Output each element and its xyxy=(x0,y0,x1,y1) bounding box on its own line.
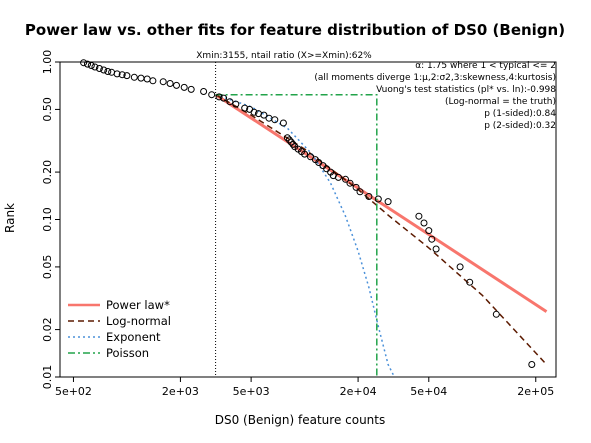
annotation-p-two-sided: p (2-sided):0.32 xyxy=(484,121,556,131)
data-point xyxy=(279,119,287,127)
data-point xyxy=(528,361,536,368)
exponent-line xyxy=(215,93,396,378)
data-point xyxy=(287,138,295,146)
data-point xyxy=(173,81,180,89)
annotation-truth: (Log-normal = the truth) xyxy=(445,97,556,107)
data-point xyxy=(143,75,151,83)
data-point xyxy=(104,68,112,75)
x-tick-label: 5e+04 xyxy=(410,385,447,398)
legend-label-log-normal: Log-normal xyxy=(106,314,171,328)
annotation-p-one-sided: p (1-sided):0.84 xyxy=(484,109,556,119)
annotation-moments: (all moments diverge 1:μ,2:σ2,3:skewness… xyxy=(314,73,556,83)
data-point xyxy=(346,179,354,187)
y-tick-label: 0.01 xyxy=(41,365,54,390)
data-point xyxy=(356,188,364,196)
x-tick-label: 2e+03 xyxy=(162,385,199,398)
y-tick-label: 0.20 xyxy=(41,160,54,185)
data-point xyxy=(342,175,349,183)
data-point xyxy=(271,116,279,124)
x-tick-label: 5e+03 xyxy=(233,385,270,398)
data-point xyxy=(301,150,309,158)
data-point xyxy=(149,77,157,85)
data-point xyxy=(365,193,373,200)
data-point xyxy=(187,85,195,93)
data-point xyxy=(374,195,382,203)
legend-label-exponent: Exponent xyxy=(106,330,161,344)
data-point xyxy=(420,219,428,227)
annotations: α: 1.75 where 1 < typical <= 2 (all mome… xyxy=(314,61,556,131)
legend-label-power-law: Power law* xyxy=(106,298,170,312)
x-axis-label: DS0 (Benign) feature counts xyxy=(215,413,386,427)
legend: Power law* Log-normal Exponent Poisson xyxy=(68,298,171,360)
y-tick-label: 0.10 xyxy=(41,207,54,232)
data-point xyxy=(113,70,121,78)
log-normal-line xyxy=(215,94,548,366)
data-point xyxy=(352,183,360,191)
data-point xyxy=(80,59,88,67)
data-point xyxy=(226,98,234,106)
data-point xyxy=(250,108,258,116)
data-point xyxy=(456,263,464,271)
y-tick-label: 0.50 xyxy=(41,97,54,122)
data-point xyxy=(220,94,228,102)
data-point xyxy=(384,198,392,206)
x-tick-label: 2e+05 xyxy=(517,385,554,398)
data-point xyxy=(180,83,188,91)
data-point xyxy=(100,66,108,74)
y-tick-label: 0.05 xyxy=(41,255,54,280)
y-tick-label: 0.02 xyxy=(41,317,54,342)
data-point xyxy=(130,73,138,81)
data-point xyxy=(260,111,268,119)
data-point xyxy=(215,93,223,101)
annotation-alpha: α: 1.75 where 1 < typical <= 2 xyxy=(415,61,556,71)
power-law-line xyxy=(214,93,548,313)
x-tick-label: 5e+02 xyxy=(55,385,92,398)
y-axis-label: Rank xyxy=(3,203,17,233)
legend-label-poisson: Poisson xyxy=(106,346,149,360)
data-point xyxy=(95,65,103,72)
data-point xyxy=(118,71,126,79)
data-point xyxy=(159,78,167,86)
data-point xyxy=(432,245,440,253)
data-point xyxy=(241,104,249,112)
data-point xyxy=(208,91,216,99)
data-point xyxy=(166,80,174,87)
poisson-line xyxy=(215,93,378,377)
data-point xyxy=(91,63,99,71)
data-point xyxy=(87,62,95,69)
data-point xyxy=(428,235,436,243)
data-point xyxy=(466,278,474,286)
chart-title: Power law vs. other fits for feature dis… xyxy=(25,21,565,39)
data-point xyxy=(84,60,91,68)
data-point xyxy=(232,100,240,108)
data-point xyxy=(137,74,145,82)
data-point xyxy=(283,134,291,142)
data-point xyxy=(291,143,299,151)
data-point xyxy=(425,227,433,235)
data-point xyxy=(123,72,131,80)
data-point xyxy=(492,310,500,318)
xmin-label: Xmin:3155, ntail ratio (X>=Xmin):62% xyxy=(196,51,372,61)
data-point xyxy=(285,136,293,144)
data-point xyxy=(334,173,342,181)
data-point xyxy=(415,212,423,220)
x-tick-label: 2e+04 xyxy=(340,385,377,398)
annotation-vuong: Vuong's test statistics (pl* vs. ln):-0.… xyxy=(376,85,556,95)
data-point xyxy=(200,88,208,95)
y-tick-label: 1.00 xyxy=(41,50,54,75)
